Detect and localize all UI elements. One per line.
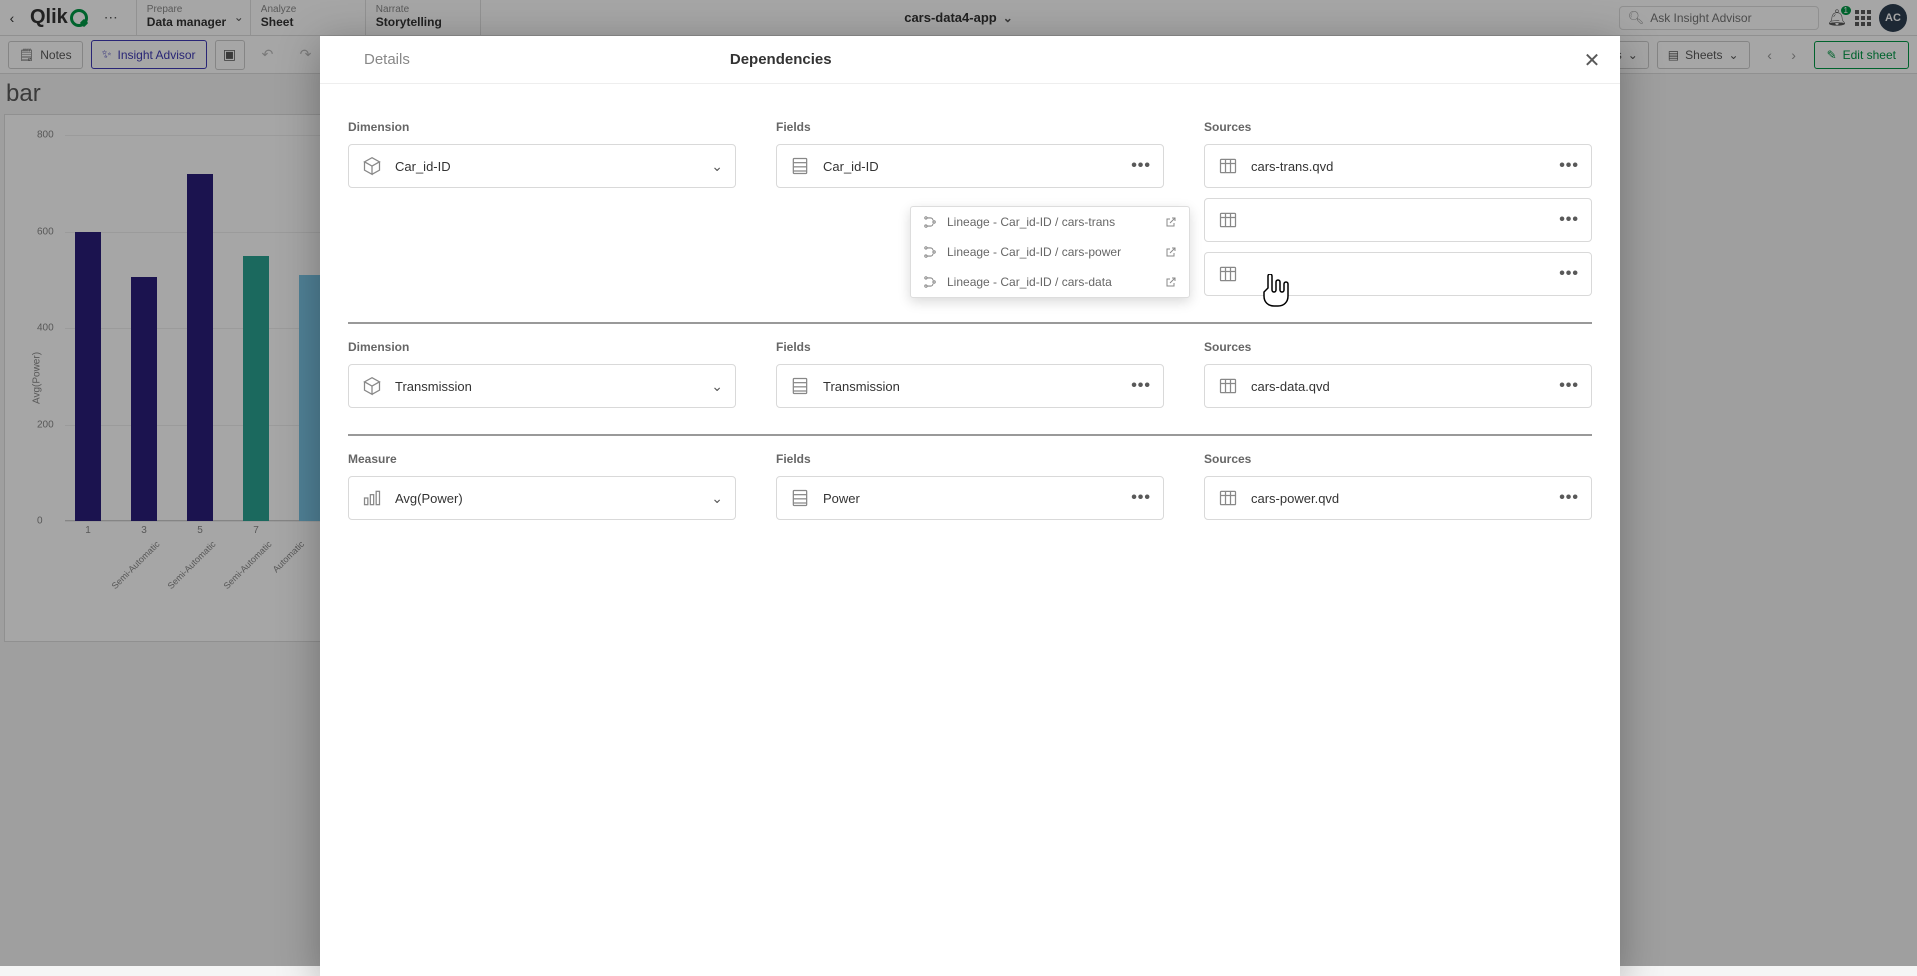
field-card[interactable]: Transmission •••	[776, 364, 1164, 408]
details-modal: Details Dependencies ✕ Dimension Car_id-I…	[320, 36, 1620, 976]
card-text: cars-data.qvd	[1251, 379, 1547, 394]
more-icon[interactable]: •••	[1559, 377, 1579, 395]
card-text: Power	[823, 491, 1119, 506]
fields-column: Fields Power •••	[776, 452, 1164, 530]
external-link-icon[interactable]	[1165, 246, 1177, 258]
dimension-card[interactable]: Transmission ⌄	[348, 364, 736, 408]
card-text: Car_id-ID	[823, 159, 1119, 174]
external-link-icon[interactable]	[1165, 276, 1177, 288]
table-icon	[1217, 155, 1239, 177]
dimension-card[interactable]: Avg(Power) ⌄	[348, 476, 736, 520]
tab-dependencies[interactable]: Dependencies	[710, 36, 852, 83]
more-icon[interactable]: •••	[1131, 489, 1151, 507]
column-label: Fields	[776, 120, 1164, 134]
dimension-column: Dimension Transmission ⌄	[348, 340, 736, 418]
sources-column: Sources cars-trans.qvd ••• ••• •••	[1204, 120, 1592, 306]
cube-icon	[361, 375, 383, 397]
field-icon	[789, 155, 811, 177]
lineage-item[interactable]: Lineage - Car_id-ID / cars-trans	[911, 207, 1189, 237]
column-label: Fields	[776, 452, 1164, 466]
fields-column: Fields Transmission •••	[776, 340, 1164, 418]
column-label: Sources	[1204, 120, 1592, 134]
more-icon[interactable]: •••	[1559, 211, 1579, 229]
close-icon[interactable]: ✕	[1580, 48, 1604, 73]
card-text: Transmission	[823, 379, 1119, 394]
dependency-row: Measure Avg(Power) ⌄ Fields Power ••• Sources c…	[348, 436, 1592, 546]
lineage-text: Lineage - Car_id-ID / cars-trans	[947, 215, 1115, 229]
lineage-item[interactable]: Lineage - Car_id-ID / cars-data	[911, 267, 1189, 297]
card-text: Transmission	[395, 379, 699, 394]
dependency-row: Dimension Transmission ⌄ Fields Transmission…	[348, 324, 1592, 436]
column-label: Sources	[1204, 452, 1592, 466]
card-text: Car_id-ID	[395, 159, 699, 174]
dimension-column: Dimension Car_id-ID ⌄	[348, 120, 736, 306]
more-icon[interactable]: •••	[1131, 377, 1151, 395]
field-icon	[789, 375, 811, 397]
table-icon	[1217, 209, 1239, 231]
lineage-popup: Lineage - Car_id-ID / cars-trans Lineage …	[910, 206, 1190, 298]
lineage-icon	[923, 275, 937, 289]
lineage-item[interactable]: Lineage - Car_id-ID / cars-power	[911, 237, 1189, 267]
dimension-card[interactable]: Car_id-ID ⌄	[348, 144, 736, 188]
lineage-text: Lineage - Car_id-ID / cars-data	[947, 275, 1112, 289]
more-icon[interactable]: •••	[1559, 489, 1579, 507]
column-label: Fields	[776, 340, 1164, 354]
field-icon	[789, 487, 811, 509]
modal-body: DimensionCar_id-ID⌄FieldsCar_id-ID•••Sou…	[320, 84, 1620, 566]
tab-details[interactable]: Details	[344, 36, 430, 83]
modal-header: Details Dependencies ✕	[320, 36, 1620, 84]
source-card[interactable]: •••	[1204, 198, 1592, 242]
dimension-column: Measure Avg(Power) ⌄	[348, 452, 736, 530]
measure-icon	[361, 487, 383, 509]
more-icon[interactable]: •••	[1559, 265, 1579, 283]
external-link-icon[interactable]	[1165, 216, 1177, 228]
lineage-text: Lineage - Car_id-ID / cars-power	[947, 245, 1121, 259]
column-label: Measure	[348, 452, 736, 466]
table-icon	[1217, 375, 1239, 397]
sources-column: Sources cars-data.qvd •••	[1204, 340, 1592, 418]
cube-icon	[361, 155, 383, 177]
field-card[interactable]: Power •••	[776, 476, 1164, 520]
lineage-icon	[923, 215, 937, 229]
chevron-down-icon[interactable]: ⌄	[711, 490, 723, 507]
card-text: cars-power.qvd	[1251, 491, 1547, 506]
table-icon	[1217, 263, 1239, 285]
chevron-down-icon[interactable]: ⌄	[711, 378, 723, 395]
field-card[interactable]: Car_id-ID •••	[776, 144, 1164, 188]
card-text: Avg(Power)	[395, 491, 699, 506]
column-label: Dimension	[348, 120, 736, 134]
sources-column: Sources cars-power.qvd •••	[1204, 452, 1592, 530]
more-icon[interactable]: •••	[1559, 157, 1579, 175]
source-card[interactable]: cars-trans.qvd •••	[1204, 144, 1592, 188]
chevron-down-icon[interactable]: ⌄	[711, 158, 723, 175]
table-icon	[1217, 487, 1239, 509]
column-label: Dimension	[348, 340, 736, 354]
card-text: cars-trans.qvd	[1251, 159, 1547, 174]
more-icon[interactable]: •••	[1131, 157, 1151, 175]
lineage-icon	[923, 245, 937, 259]
source-card[interactable]: cars-data.qvd •••	[1204, 364, 1592, 408]
column-label: Sources	[1204, 340, 1592, 354]
source-card[interactable]: cars-power.qvd •••	[1204, 476, 1592, 520]
source-card[interactable]: •••	[1204, 252, 1592, 296]
